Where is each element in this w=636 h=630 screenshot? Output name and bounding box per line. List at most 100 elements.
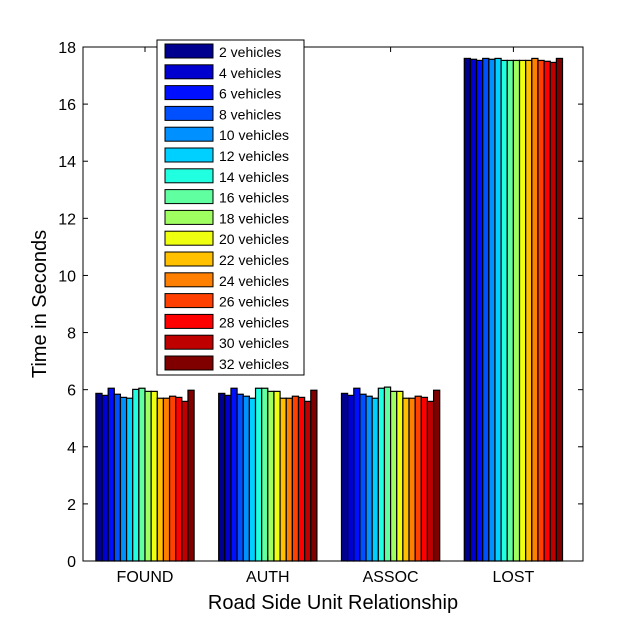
y-tick-label: 10 <box>58 268 76 285</box>
bar-lost-20-vehicles <box>518 59 527 562</box>
plot-frame <box>82 46 584 562</box>
bar-auth-28-vehicles <box>297 396 306 562</box>
legend-swatch <box>164 313 214 329</box>
y-tick-label: 4 <box>67 440 76 457</box>
y-tick-label: 2 <box>67 497 76 514</box>
legend-label: 30 vehicles <box>219 335 289 351</box>
x-tick-label: LOST <box>493 569 535 586</box>
legend-label: 6 vehicles <box>219 86 281 102</box>
legend-label: 2 vehicles <box>219 44 281 60</box>
legend-label: 28 vehicles <box>219 314 289 330</box>
bar-auth-10-vehicles <box>242 395 250 562</box>
legend-label: 20 vehicles <box>219 231 289 247</box>
legend-label: 22 vehicles <box>219 252 289 268</box>
bar-assoc-20-vehicles <box>396 390 404 562</box>
bar-lost-28-vehicles <box>543 60 551 562</box>
legend-label: 32 vehicles <box>219 356 289 372</box>
legend-label: 4 vehicles <box>219 65 281 81</box>
bar-lost-18-vehicles <box>512 59 521 562</box>
bar-assoc-24-vehicles <box>408 397 416 562</box>
bar-lost-2-vehicles <box>463 57 472 562</box>
bar-found-2-vehicles <box>95 392 103 562</box>
bar-auth-18-vehicles <box>267 390 275 562</box>
legend-swatch <box>164 85 214 101</box>
bar-auth-6-vehicles <box>230 387 238 562</box>
bars-layer <box>95 57 564 562</box>
legend-swatch <box>164 126 214 142</box>
bar-lost-4-vehicles <box>469 58 478 562</box>
bar-found-14-vehicles <box>132 388 140 562</box>
bar-lost-24-vehicles <box>531 57 539 562</box>
legend-swatch <box>164 355 214 371</box>
bar-found-20-vehicles <box>150 390 158 562</box>
legend-swatch <box>164 64 214 80</box>
bar-lost-26-vehicles <box>537 59 545 562</box>
x-tick-label: ASSOC <box>363 569 419 586</box>
bar-assoc-10-vehicles <box>365 395 373 562</box>
bar-found-4-vehicles <box>101 394 109 562</box>
bar-assoc-32-vehicles <box>432 389 441 562</box>
bar-found-12-vehicles <box>125 397 134 562</box>
bar-lost-22-vehicles <box>525 59 533 562</box>
legend-label: 10 vehicles <box>219 127 289 143</box>
bar-assoc-22-vehicles <box>402 397 410 562</box>
bar-found-30-vehicles <box>181 400 189 562</box>
bar-found-22-vehicles <box>156 397 165 562</box>
bar-assoc-6-vehicles <box>353 387 361 562</box>
bar-assoc-12-vehicles <box>371 397 379 562</box>
bar-assoc-14-vehicles <box>377 387 386 562</box>
bar-auth-4-vehicles <box>224 394 232 562</box>
bar-auth-32-vehicles <box>310 389 318 562</box>
y-tick-label: 18 <box>58 40 76 57</box>
bar-lost-14-vehicles <box>500 59 508 562</box>
bar-lost-32-vehicles <box>555 57 564 562</box>
bar-found-26-vehicles <box>168 395 177 562</box>
legend-swatch <box>164 293 214 309</box>
bar-assoc-30-vehicles <box>426 400 435 562</box>
bar-auth-8-vehicles <box>236 393 244 562</box>
bar-found-8-vehicles <box>113 393 122 562</box>
bar-lost-16-vehicles <box>506 59 515 562</box>
bar-assoc-18-vehicles <box>390 390 398 562</box>
legend-label: 8 vehicles <box>219 106 281 122</box>
bar-auth-20-vehicles <box>273 390 281 562</box>
bar-lost-6-vehicles <box>475 59 484 562</box>
bar-found-28-vehicles <box>175 396 183 562</box>
bar-lost-10-vehicles <box>488 58 496 562</box>
bar-found-6-vehicles <box>107 387 115 562</box>
legend-label: 16 vehicles <box>219 190 289 206</box>
bar-assoc-8-vehicles <box>359 393 367 562</box>
bar-found-18-vehicles <box>144 390 152 562</box>
legend-swatch <box>164 334 214 350</box>
bar-lost-8-vehicles <box>482 57 490 562</box>
legend-label: 18 vehicles <box>219 210 289 226</box>
bar-assoc-2-vehicles <box>340 392 349 562</box>
legend-label: 14 vehicles <box>219 169 289 185</box>
bar-auth-12-vehicles <box>248 397 257 562</box>
bar-assoc-28-vehicles <box>420 396 429 562</box>
legend-swatch <box>164 209 214 225</box>
legend-swatch <box>164 272 214 288</box>
legend-swatch <box>164 168 214 184</box>
bar-assoc-4-vehicles <box>347 394 355 562</box>
bar-auth-2-vehicles <box>218 392 226 562</box>
legend-swatch <box>164 43 214 59</box>
x-tick-label: AUTH <box>246 569 290 586</box>
bar-auth-14-vehicles <box>254 387 263 562</box>
bar-found-32-vehicles <box>187 389 195 562</box>
bar-found-16-vehicles <box>138 387 146 562</box>
legend-swatch <box>164 105 214 121</box>
y-tick-label: 16 <box>58 97 76 114</box>
x-axis-label: Road Side Unit Relationship <box>208 592 458 614</box>
legend-label: 26 vehicles <box>219 294 289 310</box>
bar-auth-16-vehicles <box>261 387 269 562</box>
x-tick-label: FOUND <box>117 569 174 586</box>
x-axis: FOUND AUTH ASSOC LOST <box>117 47 535 586</box>
bar-auth-22-vehicles <box>279 397 287 562</box>
bar-auth-30-vehicles <box>304 400 312 562</box>
bar-assoc-16-vehicles <box>383 386 392 562</box>
y-tick-label: 6 <box>67 383 76 400</box>
y-axis-label: Time in Seconds <box>29 230 51 378</box>
